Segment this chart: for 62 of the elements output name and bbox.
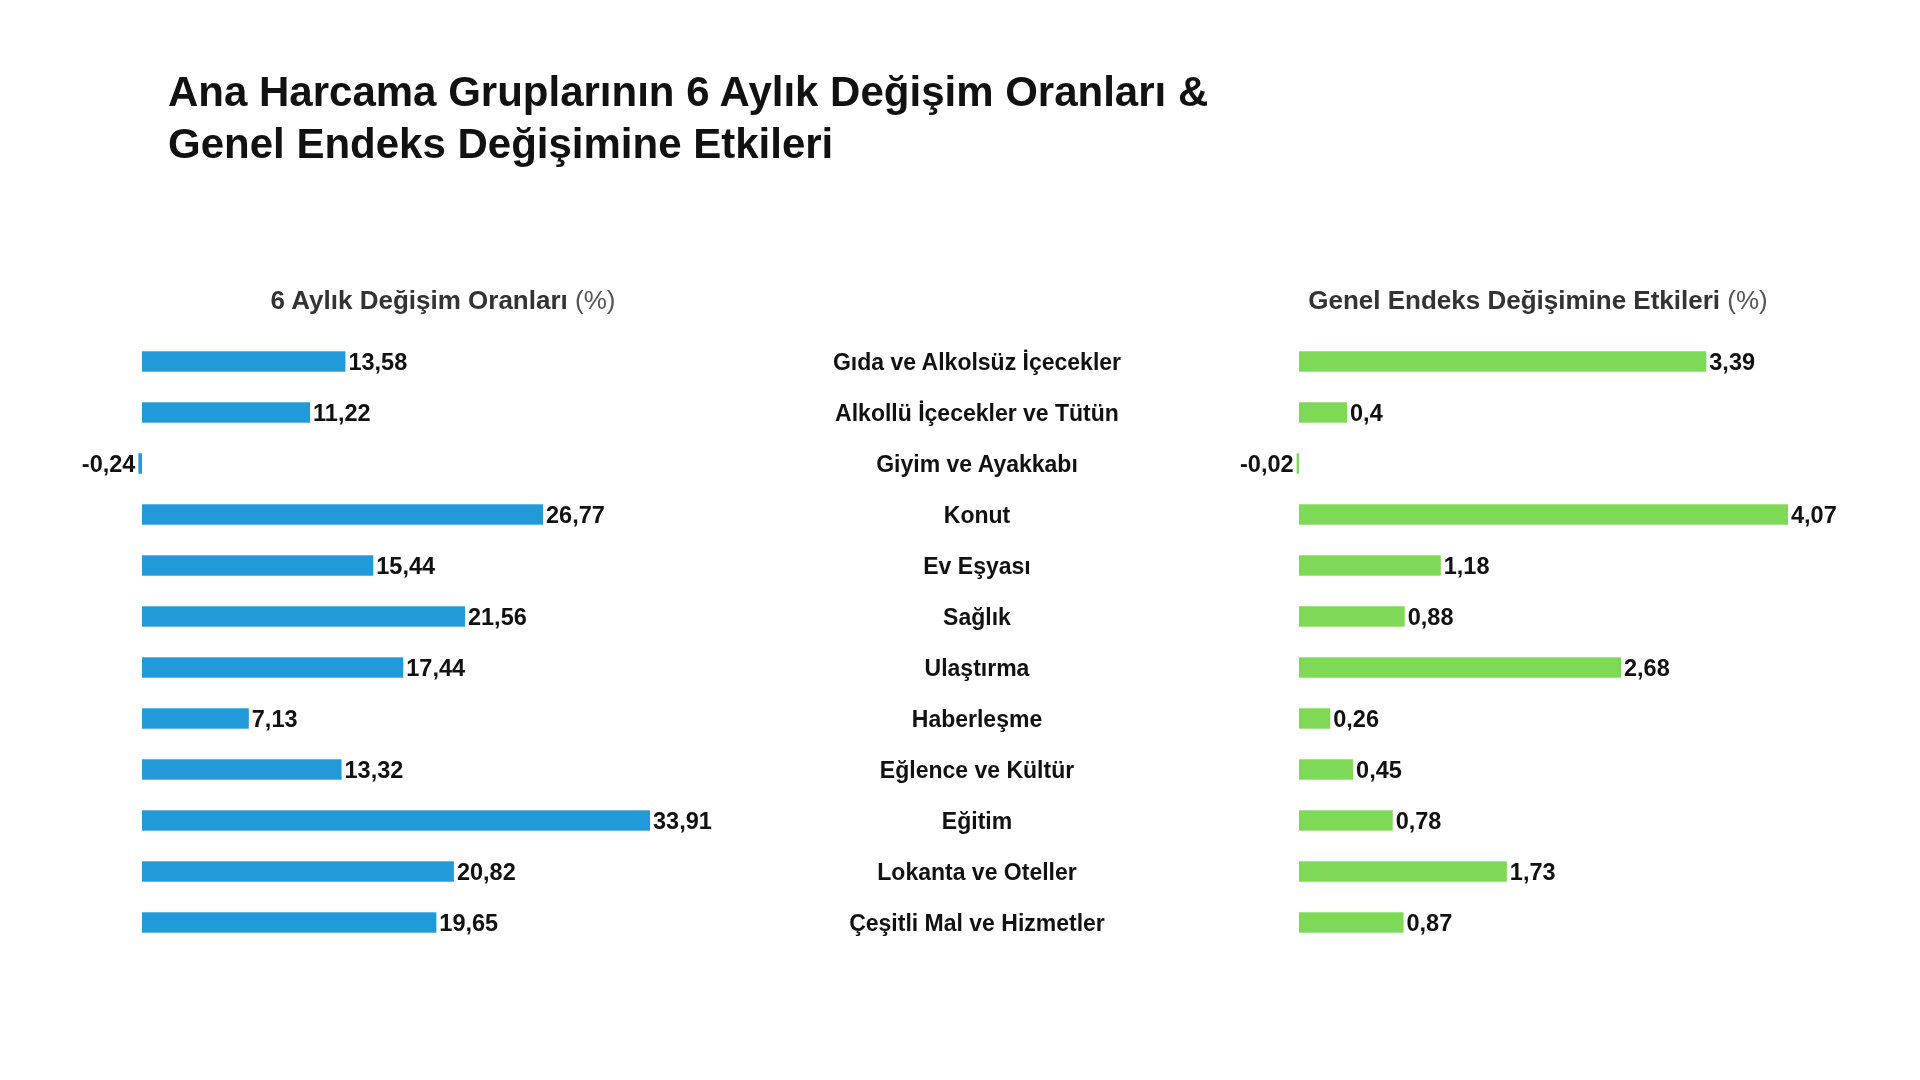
bar <box>1299 912 1404 933</box>
data-label: 13,32 <box>344 756 404 783</box>
x-axis-title: Genel Endeks Değişimine Etkileri (%) <box>1308 285 1768 315</box>
data-label: 15,44 <box>376 552 436 579</box>
data-label: 0,26 <box>1333 705 1379 732</box>
bar <box>1299 555 1441 576</box>
data-label: 20,82 <box>456 858 516 885</box>
data-label: 33,91 <box>653 807 712 834</box>
data-label: 0,78 <box>1395 807 1442 834</box>
data-label: 7,13 <box>251 705 298 732</box>
y-tick-label: Haberleşme <box>911 705 1043 732</box>
bar <box>1299 861 1507 882</box>
y-tick-label: Sağlık <box>943 603 1012 630</box>
data-label: 0,45 <box>1356 756 1402 783</box>
bar <box>1299 504 1788 525</box>
bar <box>142 759 342 780</box>
bar <box>1299 606 1405 627</box>
bar <box>142 402 311 423</box>
x-axis-title: 6 Aylık Değişim Oranları (%) <box>270 285 616 315</box>
y-tick-label: Alkollü İçecekler ve Tütün <box>835 399 1119 426</box>
data-label: 21,56 <box>467 603 527 630</box>
data-label: -0,24 <box>81 450 136 477</box>
bar <box>142 912 437 933</box>
data-label: 0,4 <box>1350 399 1383 426</box>
chart-title: Ana Harcama Gruplarının 6 Aylık Değişim Oranları & Genel Endeks Değişimine Etkileri <box>168 68 1209 167</box>
bar <box>1299 657 1621 678</box>
bar <box>142 606 465 627</box>
data-label: 17,44 <box>406 654 466 681</box>
bar <box>1299 759 1354 780</box>
bar <box>138 453 142 474</box>
data-label: -0,02 <box>1240 450 1294 477</box>
y-tick-label: Eğlence ve Kültür <box>879 756 1075 783</box>
bar <box>142 657 404 678</box>
bar <box>142 504 544 525</box>
bar <box>1299 810 1393 831</box>
y-tick-label: Ev Eşyası <box>923 552 1031 579</box>
bar <box>142 810 650 831</box>
bar <box>142 708 249 729</box>
bar <box>1299 402 1348 423</box>
bar <box>142 861 454 882</box>
data-label: 2,68 <box>1624 654 1670 681</box>
data-label: 13,58 <box>348 348 408 375</box>
y-tick-label: Giyim ve Ayakkabı <box>876 450 1078 477</box>
y-tick-label: Eğitim <box>941 807 1013 834</box>
bar <box>1299 351 1707 372</box>
y-tick-label: Çeşitli Mal ve Hizmetler <box>849 909 1105 936</box>
bar <box>1299 708 1331 729</box>
data-label: 1,73 <box>1509 858 1556 885</box>
data-label: 4,07 <box>1791 501 1837 528</box>
y-tick-label: Lokanta ve Oteller <box>877 858 1077 885</box>
bar <box>142 555 374 576</box>
data-label: 1,18 <box>1443 552 1490 579</box>
data-label: 0,87 <box>1406 909 1453 936</box>
data-label: 0,88 <box>1407 603 1454 630</box>
y-tick-label: Gıda ve Alkolsüz İçecekler <box>832 348 1122 375</box>
y-tick-label: Ulaştırma <box>924 654 1030 681</box>
bar <box>142 351 346 372</box>
data-label: 11,22 <box>313 399 371 426</box>
data-label: 26,77 <box>546 501 605 528</box>
data-label: 3,39 <box>1709 348 1756 375</box>
y-tick-label: Konut <box>943 501 1011 528</box>
data-label: 19,65 <box>439 909 499 936</box>
